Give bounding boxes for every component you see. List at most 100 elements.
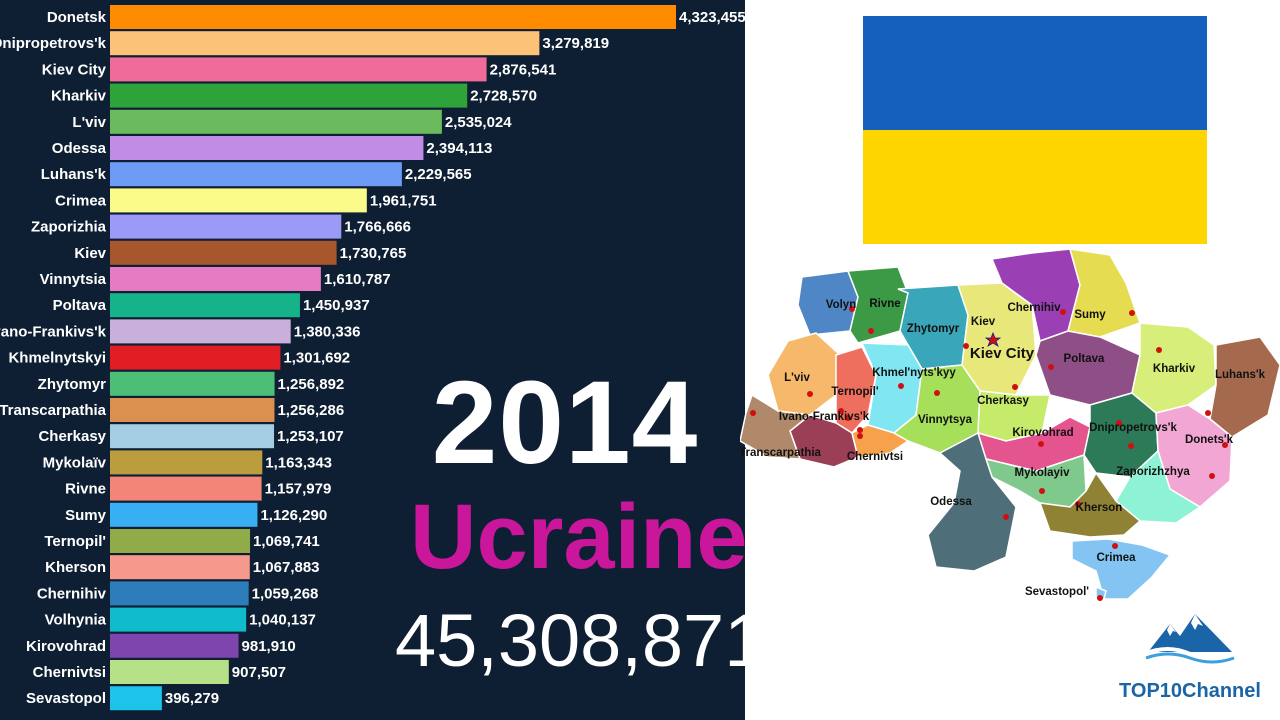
channel-brand: TOP10Channel <box>1119 680 1261 702</box>
category-label: Kiev <box>74 245 106 262</box>
map-region-label: Ivano-Frankivs'k <box>779 411 870 423</box>
bar <box>110 214 342 239</box>
bar <box>110 83 468 108</box>
city-marker-icon <box>1012 384 1018 390</box>
bar <box>110 633 239 658</box>
value-label: 1,301,692 <box>283 350 350 367</box>
bar <box>110 607 247 632</box>
map-region-label: Rivne <box>869 298 900 310</box>
value-label: 1,253,107 <box>277 428 344 445</box>
city-marker-icon <box>868 328 874 334</box>
map-region-label: Transcarpathia <box>740 447 822 459</box>
city-marker-icon <box>1129 310 1135 316</box>
category-label: Cherkasy <box>38 428 106 445</box>
bar <box>110 240 337 265</box>
city-marker-icon <box>934 390 940 396</box>
category-label: Crimea <box>55 192 107 209</box>
category-label: Donetsk <box>47 9 107 26</box>
bar <box>110 555 250 580</box>
category-label: Kiev City <box>42 61 107 78</box>
ukraine-flag <box>863 16 1207 244</box>
map-region-label: Cherkasy <box>977 395 1029 407</box>
value-label: 2,535,024 <box>445 114 512 131</box>
map-region-label: Chernivtsi <box>847 451 903 463</box>
bar <box>110 424 275 449</box>
map-region-label: Ternopil' <box>831 386 879 398</box>
value-label: 2,728,570 <box>470 88 537 105</box>
city-marker-icon <box>1075 501 1081 507</box>
value-label: 3,279,819 <box>542 35 609 52</box>
category-label: Zhytomyr <box>38 376 107 393</box>
category-label: Ternopil' <box>44 533 106 550</box>
map-region-label: Khmel'nyts'kyy <box>872 367 956 379</box>
flag-blue-stripe <box>863 16 1207 130</box>
city-marker-icon <box>1097 595 1103 601</box>
bar <box>110 398 275 422</box>
map-region-label: Dnipropetrovs'k <box>1089 422 1177 434</box>
bar <box>110 450 263 475</box>
value-label: 1,256,286 <box>277 402 344 419</box>
map-region <box>927 431 1017 572</box>
category-label: Poltava <box>53 297 107 314</box>
category-label: Kharkiv <box>51 88 107 105</box>
value-label: 1,961,751 <box>370 192 437 209</box>
value-label: 2,876,541 <box>490 61 557 78</box>
city-marker-icon <box>1116 420 1122 426</box>
map-region-label: Kherson <box>1076 502 1123 514</box>
bar <box>110 267 321 291</box>
category-label: Mykolaïv <box>43 454 107 471</box>
flag-yellow-stripe <box>863 130 1207 244</box>
city-marker-icon <box>1209 473 1215 479</box>
bar <box>110 188 367 213</box>
city-marker-icon <box>849 306 855 312</box>
map-region <box>1038 471 1142 538</box>
map-region <box>846 266 909 344</box>
city-marker-icon <box>857 427 863 433</box>
bar <box>110 502 258 527</box>
value-label: 1,126,290 <box>260 507 327 524</box>
bar <box>110 57 487 82</box>
value-label: 1,163,343 <box>265 454 332 471</box>
map-region-label: Kirovohrad <box>1012 427 1073 439</box>
map-region-label: Sumy <box>1074 309 1106 321</box>
category-label: Kherson <box>45 559 106 576</box>
value-label: 907,507 <box>232 664 286 681</box>
bar <box>110 686 162 711</box>
bar <box>110 136 424 160</box>
city-marker-icon <box>750 410 756 416</box>
map-region-label: Zaporizhzhya <box>1116 466 1190 478</box>
bar-chart-panel: Donetsk 4,323,455 Dnipropetrovs'k 3,279,819… <box>0 0 766 720</box>
city-marker-icon <box>838 408 844 414</box>
category-label: Sevastopol <box>26 690 106 707</box>
bar-chart: Donetsk 4,323,455 Dnipropetrovs'k 3,279,819… <box>0 5 745 711</box>
bar <box>110 319 291 344</box>
map-region-label: Vinnytsya <box>918 414 973 426</box>
city-marker-icon <box>857 433 863 439</box>
value-label: 1,730,765 <box>340 245 407 262</box>
city-marker-icon <box>1048 364 1054 370</box>
category-label: Vinnytsia <box>40 271 107 288</box>
city-marker-icon <box>1128 443 1134 449</box>
value-label: 1,069,741 <box>253 533 320 550</box>
value-label: 1,380,336 <box>294 323 361 340</box>
map-region-label: Poltava <box>1064 353 1106 365</box>
bar <box>110 581 249 606</box>
bar <box>110 5 676 29</box>
category-label: Luhans'k <box>41 166 107 183</box>
map-region-label: Volyn <box>826 299 856 311</box>
map-region <box>1067 248 1141 338</box>
category-label: Chernihiv <box>37 585 107 602</box>
category-label: L'viv <box>72 114 106 131</box>
value-label: 1,059,268 <box>252 585 319 602</box>
category-label: Dnipropetrovs'k <box>0 35 107 52</box>
bar <box>110 529 251 553</box>
city-marker-icon <box>963 343 969 349</box>
value-label: 4,323,455 <box>679 9 745 26</box>
city-marker-icon <box>1222 442 1228 448</box>
value-label: 1,067,883 <box>253 559 320 576</box>
city-marker-icon <box>845 415 851 421</box>
map-region-label: Kiev City <box>970 345 1035 362</box>
map-region-label: Luhans'k <box>1215 369 1266 381</box>
total-population-label: 45,308,871 <box>395 599 766 682</box>
map-region-label: Mykolayiv <box>1015 467 1071 479</box>
